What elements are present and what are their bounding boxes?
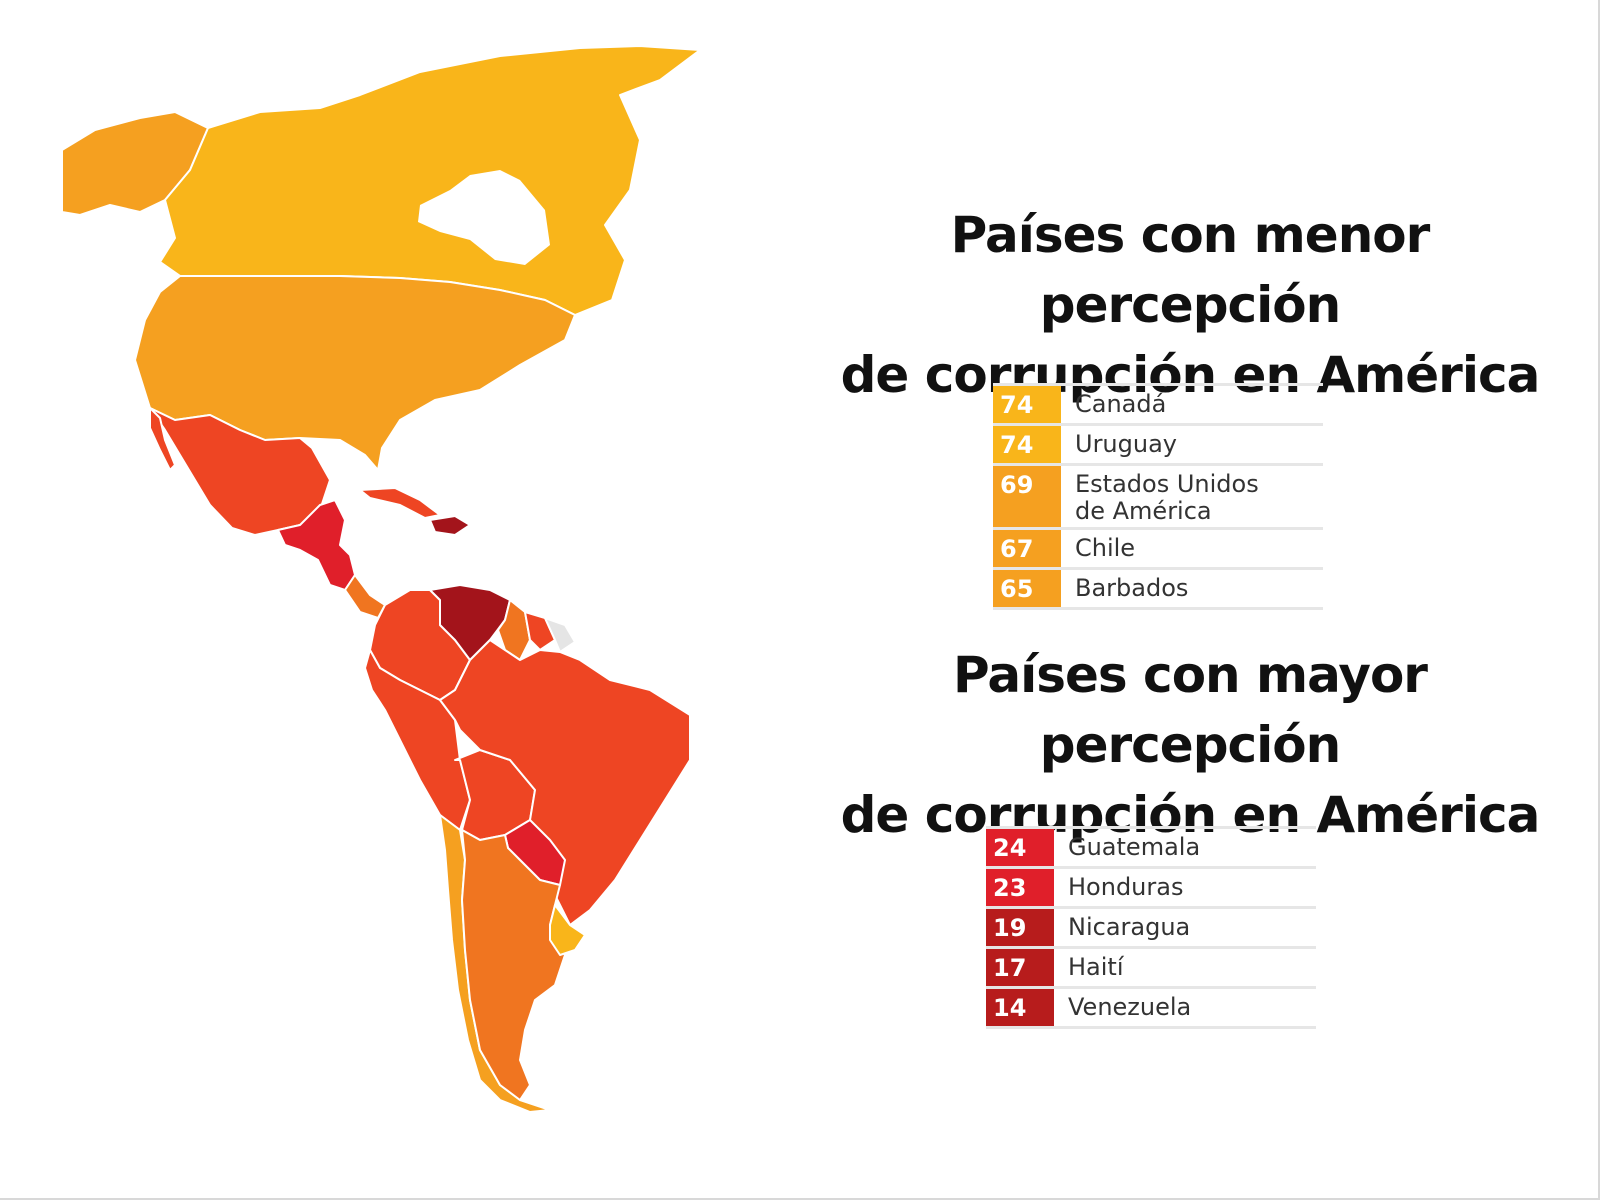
table-least-corrupt: 74 Canadá 74 Uruguay 69 Estados Unidos d… (993, 383, 1323, 610)
score-cell: 14 (986, 989, 1054, 1026)
region-argentina (461, 829, 566, 1101)
heading-least-corrupt-line-1: Países con menor percepción (950, 206, 1431, 334)
region-hispaniola (429, 515, 471, 536)
country-name-line-1: Estados Unidos (1075, 470, 1259, 498)
heading-least-corrupt: Países con menor percepción de corrupció… (820, 200, 1560, 410)
table-row: 19 Nicaragua (986, 909, 1316, 949)
country-name: Honduras (1068, 873, 1184, 901)
country-name: Chile (1075, 534, 1136, 562)
table-row: 17 Haití (986, 949, 1316, 989)
country-name: Uruguay (1075, 430, 1177, 458)
country-name: Estados Unidos de América (1061, 466, 1323, 527)
table-row: 24 Guatemala (986, 829, 1316, 869)
americas-corruption-map (61, 45, 701, 1113)
table-row: 74 Canadá (993, 386, 1323, 426)
hudson-bay (418, 170, 550, 265)
table-row: 69 Estados Unidos de América (993, 466, 1323, 530)
score-cell: 19 (986, 909, 1054, 946)
score-cell: 67 (993, 530, 1061, 567)
score-cell: 74 (993, 386, 1061, 423)
region-baja (149, 407, 176, 471)
region-canada (159, 45, 701, 316)
country-name: Canadá (1075, 390, 1167, 418)
score-cell: 17 (986, 949, 1054, 986)
region-french-guiana (544, 617, 576, 653)
country-name: Nicaragua (1068, 913, 1191, 941)
table-most-corrupt: 24 Guatemala 23 Honduras 19 Nicaragua 17… (986, 826, 1316, 1029)
heading-least-corrupt-line-2: de corrupción en América (840, 346, 1541, 404)
heading-most-corrupt: Países con mayor percepción de corrupció… (820, 640, 1560, 850)
table-row: 23 Honduras (986, 869, 1316, 909)
table-divider (993, 383, 1323, 386)
score-cell: 65 (993, 570, 1061, 607)
country-name: Guatemala (1068, 833, 1201, 861)
country-name-line-2: de América (1075, 497, 1212, 525)
region-uruguay (549, 904, 586, 956)
region-brazil (439, 639, 691, 926)
region-central-america (277, 499, 356, 591)
score-cell: 69 (993, 466, 1061, 527)
table-row: 74 Uruguay (993, 426, 1323, 466)
country-name: Barbados (1075, 574, 1189, 602)
table-row: 65 Barbados (993, 570, 1323, 610)
country-name: Haití (1068, 953, 1124, 981)
region-suriname (524, 611, 556, 651)
score-cell: 74 (993, 426, 1061, 463)
table-divider (986, 826, 1316, 829)
region-costa-rica-panama (344, 574, 386, 619)
country-name: Venezuela (1068, 993, 1192, 1021)
score-cell: 24 (986, 829, 1054, 866)
table-row: 14 Venezuela (986, 989, 1316, 1029)
heading-most-corrupt-line-2: de corrupción en América (840, 786, 1541, 844)
region-cuba (359, 487, 441, 519)
score-cell: 23 (986, 869, 1054, 906)
table-row: 67 Chile (993, 530, 1323, 570)
heading-most-corrupt-line-1: Países con mayor percepción (953, 646, 1428, 774)
